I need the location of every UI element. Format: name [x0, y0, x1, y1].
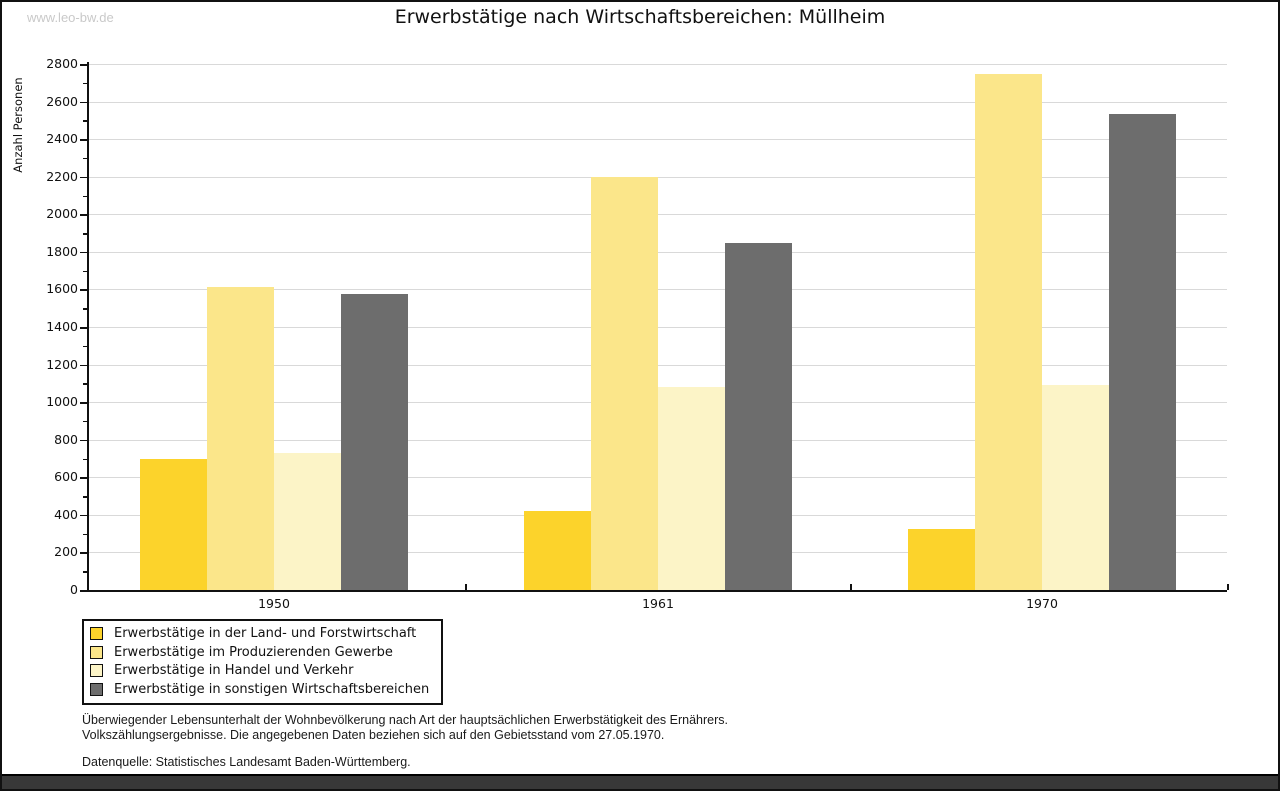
y-tick-label: 1200: [46, 356, 78, 372]
y-minor-tick: [83, 308, 87, 310]
y-major-tick: [80, 64, 87, 66]
y-tick-label: 400: [54, 506, 78, 522]
y-tick-label: 1000: [46, 394, 78, 410]
y-tick-label: 2000: [46, 206, 78, 222]
x-axis-line: [80, 590, 1227, 592]
gridline: [87, 139, 1227, 141]
y-tick-label: 2600: [46, 93, 78, 109]
bar-1970-series-4: [1109, 113, 1176, 590]
legend-label: Erwerbstätige in sonstigen Wirtschaftsbe…: [114, 681, 430, 697]
bar-1970-series-3: [1042, 385, 1109, 590]
y-tick-label: 0: [70, 582, 78, 597]
y-tick-label: 1800: [46, 243, 78, 259]
y-minor-tick: [83, 383, 87, 385]
y-major-tick: [80, 364, 87, 367]
y-minor-tick: [83, 345, 87, 348]
y-tick-label: 600: [54, 469, 78, 485]
x-tick-label-1961: 1961: [642, 596, 674, 611]
footnote-line-1: Überwiegender Lebensunterhalt der Wohnbe…: [82, 713, 728, 727]
watermark-text: www.leo-bw.de: [27, 10, 114, 25]
y-tick-label: 200: [54, 544, 78, 560]
x-axis-end-tick: [465, 584, 467, 590]
legend-label: Erwerbstätige in Handel und Verkehr: [114, 663, 354, 678]
legend-item-1: Erwerbstätige in der Land- und Forstwirt…: [90, 626, 429, 641]
y-major-tick: [80, 552, 87, 554]
bar-1950-series-2: [207, 286, 274, 590]
y-tick-label: 2200: [46, 168, 78, 184]
bar-1970-series-1: [908, 528, 975, 590]
y-major-tick: [80, 439, 87, 442]
y-minor-tick: [83, 120, 87, 122]
y-minor-tick: [83, 82, 87, 85]
bar-1961-series-3: [658, 387, 725, 590]
gridline: [87, 64, 1227, 65]
y-major-tick: [80, 176, 87, 179]
bar-1961-series-2: [591, 176, 658, 590]
legend-item-3: Erwerbstätige in Handel und Verkehr: [90, 663, 429, 678]
y-tick-label: 800: [54, 431, 78, 447]
x-tick-label-1970: 1970: [1026, 596, 1058, 611]
bar-1950-series-4: [341, 294, 408, 590]
y-major-tick: [80, 327, 87, 329]
y-minor-tick: [83, 496, 87, 498]
y-axis-line: [87, 62, 89, 590]
legend-swatch-icon: [90, 682, 103, 696]
y-major-tick: [80, 251, 87, 254]
y-major-tick: [80, 590, 87, 592]
chart-title: Erwerbstätige nach Wirtschaftsbereichen:…: [394, 6, 886, 28]
x-tick-label-1950: 1950: [258, 596, 290, 611]
y-tick-label: 1600: [46, 281, 78, 297]
legend-item-2: Erwerbstätige im Produzierenden Gewerbe: [90, 645, 429, 660]
footnote-line-2: Volkszählungsergebnisse. Die angegebenen…: [82, 727, 665, 742]
y-tick-label: 2400: [46, 131, 78, 147]
legend-swatch-icon: [90, 645, 103, 659]
y-minor-tick: [83, 420, 87, 423]
legend-swatch-icon: [90, 664, 103, 677]
gridline: [87, 101, 1227, 103]
y-minor-tick: [83, 533, 87, 536]
y-major-tick: [80, 514, 87, 517]
x-axis-end-tick: [850, 584, 852, 590]
legend-label: Erwerbstätige in der Land- und Forstwirt…: [114, 626, 417, 641]
source-note: Datenquelle: Statistisches Landesamt Bad…: [82, 755, 411, 769]
legend: Erwerbstätige in der Land- und Forstwirt…: [82, 619, 444, 705]
legend-swatch-icon: [90, 627, 103, 640]
y-major-tick: [80, 289, 87, 291]
y-major-tick: [80, 477, 87, 479]
bar-1950-series-3: [274, 452, 341, 590]
bar-1950-series-1: [140, 458, 207, 590]
y-minor-tick: [83, 233, 87, 235]
y-minor-tick: [83, 458, 87, 460]
bottom-bar: [2, 774, 1278, 789]
y-minor-tick: [83, 195, 87, 197]
legend-label: Erwerbstätige im Produzierenden Gewerbe: [114, 644, 393, 660]
y-minor-tick: [83, 571, 87, 573]
y-minor-tick: [83, 157, 87, 160]
y-major-tick: [80, 402, 87, 404]
y-major-tick: [80, 214, 87, 216]
y-major-tick: [80, 101, 87, 104]
y-major-tick: [80, 139, 87, 141]
bar-1970-series-2: [975, 74, 1042, 590]
x-axis-end-tick: [1227, 584, 1229, 590]
bar-1961-series-4: [725, 243, 792, 590]
y-minor-tick: [83, 270, 87, 273]
y-tick-label: 2800: [46, 56, 78, 71]
footnotes: Überwiegender Lebensunterhalt der Wohnbe…: [82, 713, 728, 770]
legend-item-4: Erwerbstätige in sonstigen Wirtschaftsbe…: [90, 682, 429, 697]
bar-1961-series-1: [524, 511, 591, 590]
y-tick-label: 1400: [46, 319, 78, 334]
